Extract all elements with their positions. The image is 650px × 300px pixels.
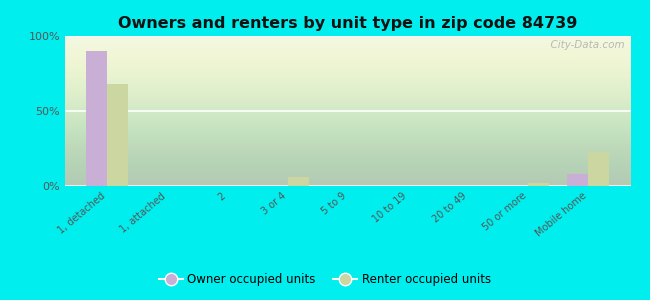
Bar xyxy=(86,51,107,186)
Bar xyxy=(567,174,588,186)
Bar xyxy=(107,84,128,186)
Bar xyxy=(287,177,309,186)
Text: City-Data.com: City-Data.com xyxy=(544,40,625,50)
Bar xyxy=(588,152,610,186)
Bar xyxy=(528,183,549,186)
Legend: Owner occupied units, Renter occupied units: Owner occupied units, Renter occupied un… xyxy=(154,269,496,291)
Title: Owners and renters by unit type in zip code 84739: Owners and renters by unit type in zip c… xyxy=(118,16,577,31)
